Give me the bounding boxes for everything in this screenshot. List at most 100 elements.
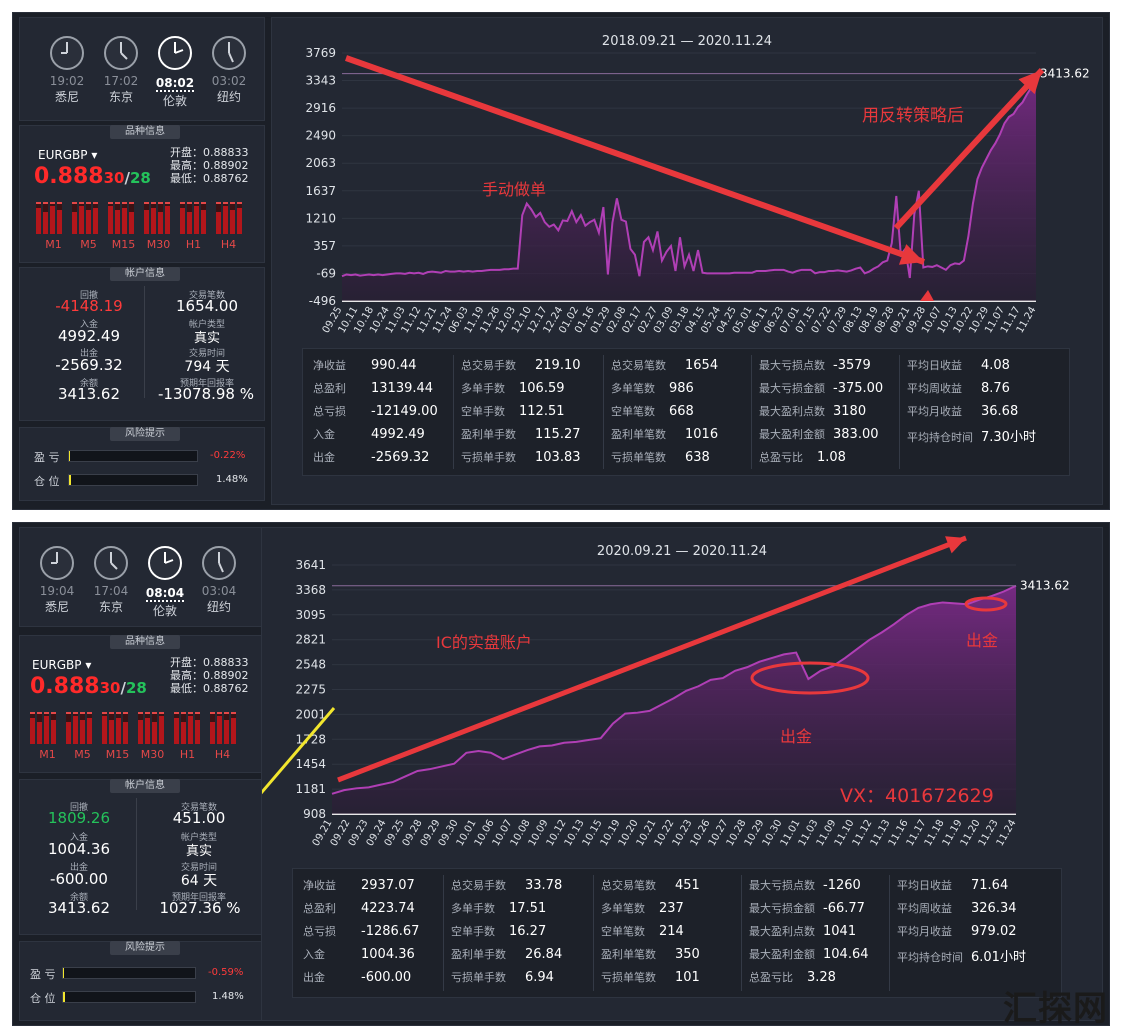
clock-icon — [148, 546, 182, 580]
tf-m1[interactable]: M1 — [45, 238, 62, 251]
red-arrow-down-head — [898, 244, 924, 265]
signal-bar-cap — [44, 712, 49, 714]
tf-h1[interactable]: H1 — [179, 748, 196, 761]
clock-sydney[interactable]: 19:02 悉尼 — [40, 34, 94, 105]
equity-area — [332, 585, 1016, 814]
tf-m15[interactable]: M15 — [105, 748, 130, 761]
stats-row: 盈利单笔数 350 — [601, 946, 751, 969]
clock-london[interactable]: 08:04 伦敦 — [138, 544, 192, 619]
stats-row: 出金 -600.00 — [303, 969, 453, 992]
pnl-value: -0.22% — [210, 450, 246, 461]
stats-value: 103.83 — [535, 450, 581, 465]
stats-row: 总交易手数 219.10 — [461, 357, 611, 380]
panel-title: 品种信息 — [110, 635, 180, 649]
stats-row: 平均日收益 71.64 — [897, 877, 1047, 900]
stats-table: 净收益 990.44 总盈利 13139.44 总亏损 -12149.00 入金 4992.4… — [302, 348, 1070, 476]
panel-title: 风险提示 — [110, 427, 180, 441]
stats-key: 最大亏损点数 — [759, 359, 825, 372]
stats-row: 亏损单手数 103.83 — [461, 449, 611, 472]
symbol-selector[interactable]: EURGBP ▾ — [38, 148, 98, 162]
tf-h4[interactable]: H4 — [220, 238, 237, 251]
y-tick-label: 1181 — [295, 782, 326, 796]
screenshot-bottom: 19:04 悉尼 17:04 东京 08:04 伦敦 03:04 纽约 品种信息 EUR… — [12, 522, 1110, 1026]
stats-key: 最大亏损金额 — [759, 382, 825, 395]
signal-bar — [87, 718, 92, 744]
stats-value: 2937.07 — [361, 878, 415, 893]
stats-row: 最大亏损金额 -66.77 — [749, 900, 899, 923]
left-sidebar: 19:04 悉尼 17:04 东京 08:04 伦敦 03:04 纽约 品种信息 EUR… — [19, 527, 265, 1021]
signal-bar-cap — [174, 712, 179, 714]
signal-bar-cap — [87, 712, 92, 714]
clock-icon — [104, 36, 138, 70]
signal-bar-cap — [223, 202, 228, 204]
stats-key: 盈利单手数 — [461, 428, 516, 441]
signal-bar — [216, 212, 221, 234]
tf-m15[interactable]: M15 — [111, 238, 136, 251]
y-tick-label: 2821 — [295, 633, 326, 647]
signal-bar — [165, 206, 170, 234]
stats-key: 入金 — [303, 948, 325, 961]
signal-bar-cap — [152, 712, 157, 714]
stats-column: 净收益 990.44 总盈利 13139.44 总亏损 -12149.00 入金 4992.4… — [313, 357, 463, 472]
tf-m5[interactable]: M5 — [80, 238, 97, 251]
clock-newyork[interactable]: 03:02 纽约 — [202, 34, 256, 105]
signal-bar — [116, 718, 121, 744]
stats-row: 平均持仓时间 6.01小时 — [897, 946, 1047, 969]
stats-value: 451 — [675, 878, 700, 893]
clock-sydney[interactable]: 19:04 悉尼 — [30, 544, 84, 615]
stats-row: 总交易笔数 451 — [601, 877, 751, 900]
stats-value: 668 — [669, 404, 694, 419]
symbol-selector[interactable]: EURGBP ▾ — [32, 658, 92, 672]
clock-london[interactable]: 08:02 伦敦 — [148, 34, 202, 109]
stats-value: 115.27 — [535, 427, 581, 442]
stats-column: 总交易笔数 451 多单笔数 237 空单笔数 214 盈利单笔数 350 亏损单笔数 101 — [601, 877, 751, 992]
signal-bar — [72, 212, 77, 234]
annotation-vx: VX：401672629 — [840, 785, 994, 807]
stats-value: 4992.49 — [371, 427, 425, 442]
signal-bar — [158, 212, 163, 234]
stats-value: 214 — [659, 924, 684, 939]
stats-key: 总交易笔数 — [611, 359, 666, 372]
clock-tokyo[interactable]: 17:04 东京 — [84, 544, 138, 615]
equity-chart: 3641336830952821254822752001172814541181… — [262, 535, 1070, 848]
clock-tokyo[interactable]: 17:02 东京 — [94, 34, 148, 105]
stats-row: 总盈利 13139.44 — [313, 380, 463, 403]
red-arrow-up-head — [945, 536, 966, 554]
world-clocks: 19:02 悉尼 17:02 东京 08:02 伦敦 03:02 纽约 — [19, 17, 265, 121]
stats-value: -1260 — [823, 878, 861, 893]
tf-h4[interactable]: H4 — [214, 748, 231, 761]
position-bar — [68, 474, 198, 486]
signal-bar — [43, 212, 48, 234]
signal-bar — [102, 716, 107, 744]
stats-divider — [453, 355, 454, 469]
tf-m1[interactable]: M1 — [39, 748, 56, 761]
signal-bar-cap — [115, 202, 120, 204]
stats-value: 112.51 — [519, 404, 565, 419]
clock-icon — [50, 36, 84, 70]
tf-m30[interactable]: M30 — [146, 238, 171, 251]
signal-bar — [180, 208, 185, 234]
clock-newyork[interactable]: 03:04 纽约 — [192, 544, 246, 615]
signal-bar-cap — [79, 202, 84, 204]
y-tick-label: 2001 — [295, 707, 326, 721]
clock-icon — [94, 546, 128, 580]
stats-row: 总亏损 -12149.00 — [313, 403, 463, 426]
stats-value: -375.00 — [833, 381, 884, 396]
stats-key: 亏损单手数 — [451, 971, 506, 984]
balance-value: 3413.62 — [47, 899, 111, 917]
ohlc-values: 开盘：0.88833 最高：0.88902 最低：0.88762 — [170, 656, 249, 695]
stats-row: 总交易手数 33.78 — [451, 877, 601, 900]
stats-key: 多单笔数 — [611, 382, 655, 395]
red-arrow-down — [345, 55, 925, 265]
tf-m30[interactable]: M30 — [140, 748, 165, 761]
tf-m5[interactable]: M5 — [74, 748, 91, 761]
signal-bar — [224, 720, 229, 744]
stats-row: 平均周收益 326.34 — [897, 900, 1047, 923]
stats-column: 净收益 2937.07 总盈利 4223.74 总亏损 -1286.67 入金 1004.36… — [303, 877, 453, 992]
equity-chart-panel: 2018.09.21 — 2020.11.24 3769 3343 2916 2490… — [271, 17, 1103, 505]
signal-bar-cap — [159, 712, 164, 714]
tf-h1[interactable]: H1 — [185, 238, 202, 251]
stats-key: 空单笔数 — [601, 925, 645, 938]
stats-key: 最大盈利金额 — [759, 428, 825, 441]
signal-bar-cap — [73, 712, 78, 714]
